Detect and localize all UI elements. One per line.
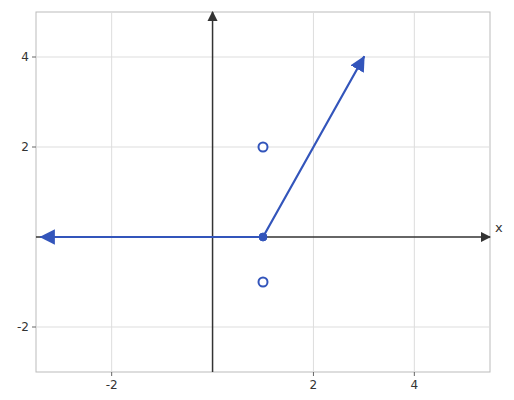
grid-line-x: [111, 12, 112, 372]
tick-y: [32, 327, 36, 328]
grid-line-y: [36, 57, 490, 58]
open-point: [259, 278, 268, 287]
tick-label-y: 4: [21, 50, 29, 64]
tick-x: [414, 372, 415, 376]
chart: -2 2 4 -2 2 4 x: [0, 0, 514, 400]
tick-y: [32, 147, 36, 148]
tick-y: [32, 57, 36, 58]
line: [263, 57, 364, 237]
tick-label-y: 2: [21, 140, 29, 154]
tick-label-x: 2: [310, 378, 318, 392]
grid-line-x: [414, 12, 415, 372]
open-point: [259, 143, 268, 152]
tick-x: [111, 372, 112, 376]
grid-line-y: [36, 327, 490, 328]
tick-x: [313, 372, 314, 376]
tick-label-x: 4: [411, 378, 419, 392]
tick-label-y: -2: [17, 320, 29, 334]
grid-line-x: [313, 12, 314, 372]
tick-label-x: -2: [106, 378, 118, 392]
line: [41, 236, 263, 238]
x-axis-label: x: [495, 220, 503, 235]
plot-area: [41, 57, 364, 287]
y-axis: [212, 12, 214, 372]
plot-frame: [36, 12, 490, 372]
